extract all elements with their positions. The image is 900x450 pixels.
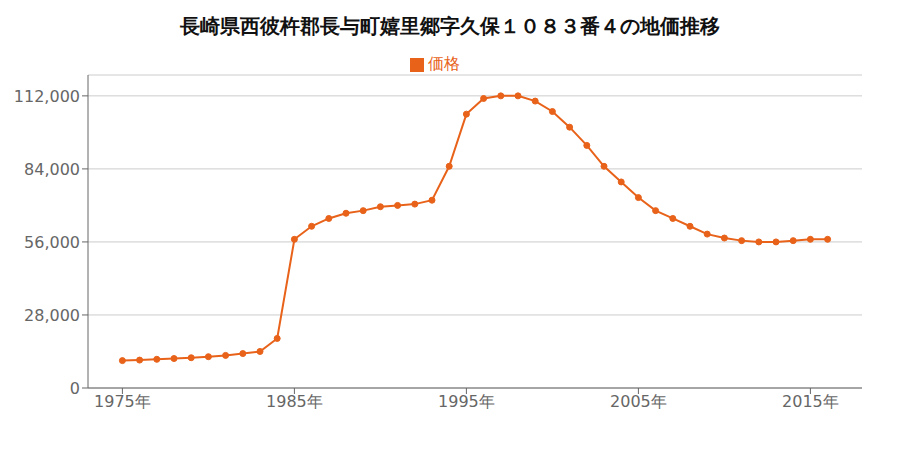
svg-text:112,000: 112,000 xyxy=(14,87,80,106)
svg-text:1985年: 1985年 xyxy=(266,392,323,411)
svg-text:2005年: 2005年 xyxy=(610,392,667,411)
svg-text:0: 0 xyxy=(70,379,80,398)
svg-text:56,000: 56,000 xyxy=(24,233,80,252)
svg-text:1995年: 1995年 xyxy=(438,392,495,411)
svg-text:84,000: 84,000 xyxy=(24,160,80,179)
html-text:価格: 価格 xyxy=(428,54,460,73)
html-text:長崎県西彼杵郡長与町嬉里郷字久保１０８３番４の地価推移: 長崎県西彼杵郡長与町嬉里郷字久保１０８３番４の地価推移 xyxy=(180,14,720,38)
svg-text:2015年: 2015年 xyxy=(782,392,839,411)
svg-text:28,000: 28,000 xyxy=(24,306,80,325)
svg-text:1975年: 1975年 xyxy=(94,392,151,411)
